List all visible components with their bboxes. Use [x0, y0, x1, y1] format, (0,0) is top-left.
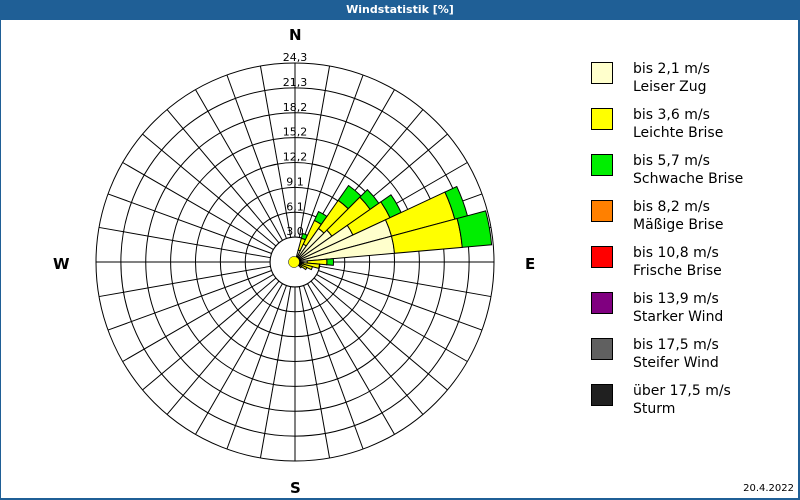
legend-swatch [591, 62, 613, 84]
compass-west: W [53, 255, 70, 273]
legend-item: bis 8,2 m/s Mäßige Brise [591, 198, 791, 244]
legend-item: bis 10,8 m/s Frische Brise [591, 244, 791, 290]
ring-label: 18,2 [283, 101, 308, 114]
wind-sector [298, 263, 308, 271]
wind-sector [302, 262, 321, 269]
compass-north: N [289, 26, 302, 44]
legend-swatch [591, 384, 613, 406]
chart-panel: 3,0 6,1 9,1 12,2 15,2 18,2 21,3 24,3 N E S W bi… [1, 20, 798, 498]
legend-range: bis 3,6 m/s [633, 107, 710, 123]
legend-label: Steifer Wind [633, 355, 719, 371]
legend-label: Leichte Brise [633, 125, 724, 141]
legend-range: bis 8,2 m/s [633, 199, 710, 215]
legend: bis 2,1 m/s Leiser Zug bis 3,6 m/s Leichte… [591, 60, 791, 428]
compass-south: S [290, 479, 301, 497]
ring-label: 6,1 [286, 200, 304, 213]
legend-item: über 17,5 m/s Sturm [591, 382, 791, 428]
wind-sector [326, 258, 334, 266]
window-title: Windstatistik [%] [346, 3, 454, 16]
legend-range: bis 10,8 m/s [633, 245, 719, 261]
legend-label: Leiser Zug [633, 79, 707, 95]
legend-swatch [591, 292, 613, 314]
wind-rose-chart: 3,0 6,1 9,1 12,2 15,2 18,2 21,3 24,3 [95, 51, 495, 462]
legend-label: Mäßige Brise [633, 217, 724, 233]
legend-swatch [591, 200, 613, 222]
legend-label: Schwache Brise [633, 171, 744, 187]
legend-label: Frische Brise [633, 263, 722, 279]
ring-label: 24,3 [283, 51, 308, 64]
legend-swatch [591, 154, 613, 176]
ring-label: 9,1 [286, 175, 304, 188]
legend-swatch [591, 338, 613, 360]
legend-range: bis 13,9 m/s [633, 291, 719, 307]
legend-swatch [591, 246, 613, 268]
wind-sector [300, 263, 314, 271]
legend-item: bis 5,7 m/s Schwache Brise [591, 152, 791, 198]
legend-range: bis 5,7 m/s [633, 153, 710, 169]
ring-label: 21,3 [283, 76, 308, 89]
legend-item: bis 13,9 m/s Starker Wind [591, 290, 791, 336]
legend-item: bis 17,5 m/s Steifer Wind [591, 336, 791, 382]
legend-range: über 17,5 m/s [633, 383, 731, 399]
wind-sector [456, 210, 493, 248]
legend-range: bis 17,5 m/s [633, 337, 719, 353]
ring-label: 12,2 [283, 151, 308, 164]
legend-label: Starker Wind [633, 309, 724, 325]
ring-label: 3,0 [286, 225, 304, 238]
legend-label: Sturm [633, 401, 676, 417]
legend-item: bis 2,1 m/s Leiser Zug [591, 60, 791, 106]
date-label: 20.4.2022 [743, 483, 794, 494]
legend-swatch [591, 108, 613, 130]
ring-label: 15,2 [283, 126, 308, 139]
legend-item: bis 3,6 m/s Leichte Brise [591, 106, 791, 152]
compass-east: E [525, 255, 536, 273]
legend-range: bis 2,1 m/s [633, 61, 710, 77]
